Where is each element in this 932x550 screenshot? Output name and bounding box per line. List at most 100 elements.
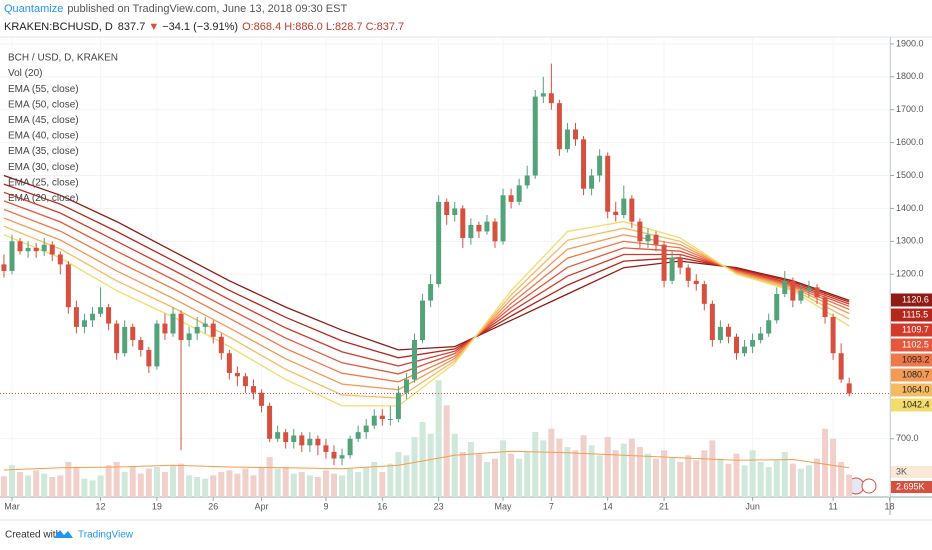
y-tick-label: 1600.0 (896, 137, 924, 147)
created-with: Created with (5, 530, 61, 541)
candle-body (259, 392, 265, 406)
candle-body (822, 297, 828, 318)
volume-bar (677, 462, 684, 497)
candle-body (251, 386, 256, 393)
candle-body (452, 208, 458, 216)
volume-bar (194, 477, 201, 497)
x-tick-label: 26 (208, 501, 218, 511)
volume-bar (379, 472, 386, 497)
candle-body (597, 155, 603, 176)
candle-body (98, 307, 104, 314)
ema-value-box (891, 368, 932, 382)
x-tick-label: May (495, 501, 513, 511)
candle-body (717, 326, 723, 341)
volume-tick-label: 3K (896, 466, 907, 476)
candle-body (81, 320, 87, 327)
volume-bar (451, 433, 458, 497)
ema-value-label: 1115.5 (902, 309, 928, 319)
volume-bar (41, 473, 48, 497)
ema-line (3, 208, 850, 383)
legend-entry: EMA (20, close) (8, 193, 79, 204)
candle-body (49, 244, 55, 255)
volume-bar (226, 470, 233, 497)
volume-bar (733, 453, 740, 497)
volume-bar (210, 475, 217, 497)
volume-bar (846, 474, 853, 497)
tradingview-logo (54, 530, 73, 538)
volume-bar (443, 405, 450, 497)
candle-body (846, 383, 852, 394)
candle-body (516, 185, 522, 202)
candle-body (154, 323, 160, 367)
volume-bar (242, 468, 249, 497)
volume-bar (556, 438, 563, 497)
ema-value-label: 1102.5 (902, 339, 929, 349)
volume-bar (628, 438, 635, 497)
volume-bar (282, 467, 289, 497)
candle-body (130, 326, 136, 341)
x-tick-label: 9 (323, 501, 328, 511)
candle-body (323, 445, 329, 452)
author[interactable]: Quantamize (4, 3, 63, 15)
volume-bar (331, 473, 337, 497)
volume-bar (467, 442, 474, 497)
volume-bar (202, 478, 209, 497)
ema-value-label: 1064.0 (902, 384, 930, 394)
candle-body (790, 280, 796, 301)
volume-bar (89, 480, 96, 497)
volume-bar (741, 465, 748, 497)
x-tick-label: 21 (659, 501, 669, 511)
volume-bar (218, 472, 225, 497)
volume-bar (290, 473, 297, 497)
volume-bar (661, 450, 668, 497)
candle-body (468, 224, 474, 239)
volume-bar (266, 457, 273, 497)
ema-value-label: 1042.4 (902, 399, 930, 409)
volume-bar (838, 462, 845, 497)
volume-bar (186, 475, 193, 497)
candle-body (814, 287, 820, 298)
candle-body (621, 198, 627, 216)
candle-body (476, 224, 482, 232)
volume-bar (822, 428, 829, 497)
candle-body (782, 280, 788, 294)
candle-body (734, 336, 739, 354)
candle-body (73, 307, 79, 327)
candle-body (709, 303, 715, 341)
candle-body (33, 247, 39, 252)
volume-bar (765, 467, 772, 497)
candle-body (275, 432, 281, 439)
brand[interactable]: TradingView (78, 530, 134, 541)
y-tick-label: 1300.0 (896, 236, 924, 246)
x-tick-label: 11 (828, 501, 837, 511)
candle-body (798, 290, 804, 301)
volume-bar (459, 452, 466, 497)
volume-bar (757, 462, 764, 497)
volume-bar (653, 458, 659, 497)
volume-bar (81, 478, 88, 497)
candle-body (766, 320, 772, 334)
candle-body (291, 435, 297, 443)
candle-body (114, 323, 120, 354)
candle-body (65, 264, 71, 308)
legend-entry: EMA (25, close) (8, 177, 79, 188)
volume-bar (161, 472, 168, 497)
volume-bar (57, 475, 64, 497)
volume-bar (129, 467, 136, 497)
volume-bar (749, 450, 756, 497)
volume-bar (339, 475, 346, 497)
legend-entry: Vol (20) (8, 68, 42, 79)
candle-body (838, 353, 844, 380)
volume-bar (411, 437, 418, 497)
volume-bar (145, 468, 152, 497)
volume-bar (797, 468, 804, 497)
ema-line (3, 174, 850, 351)
ohlc: O:868.4 H:886.0 L:828.7 C:837.7 (242, 21, 404, 33)
candle-body (106, 307, 112, 324)
ema-line (3, 191, 850, 367)
x-tick-label: Jun (745, 501, 760, 511)
ema-value-box (891, 293, 932, 307)
volume-bar (97, 475, 104, 497)
candle-body (1, 264, 7, 271)
candle-body (637, 221, 643, 242)
